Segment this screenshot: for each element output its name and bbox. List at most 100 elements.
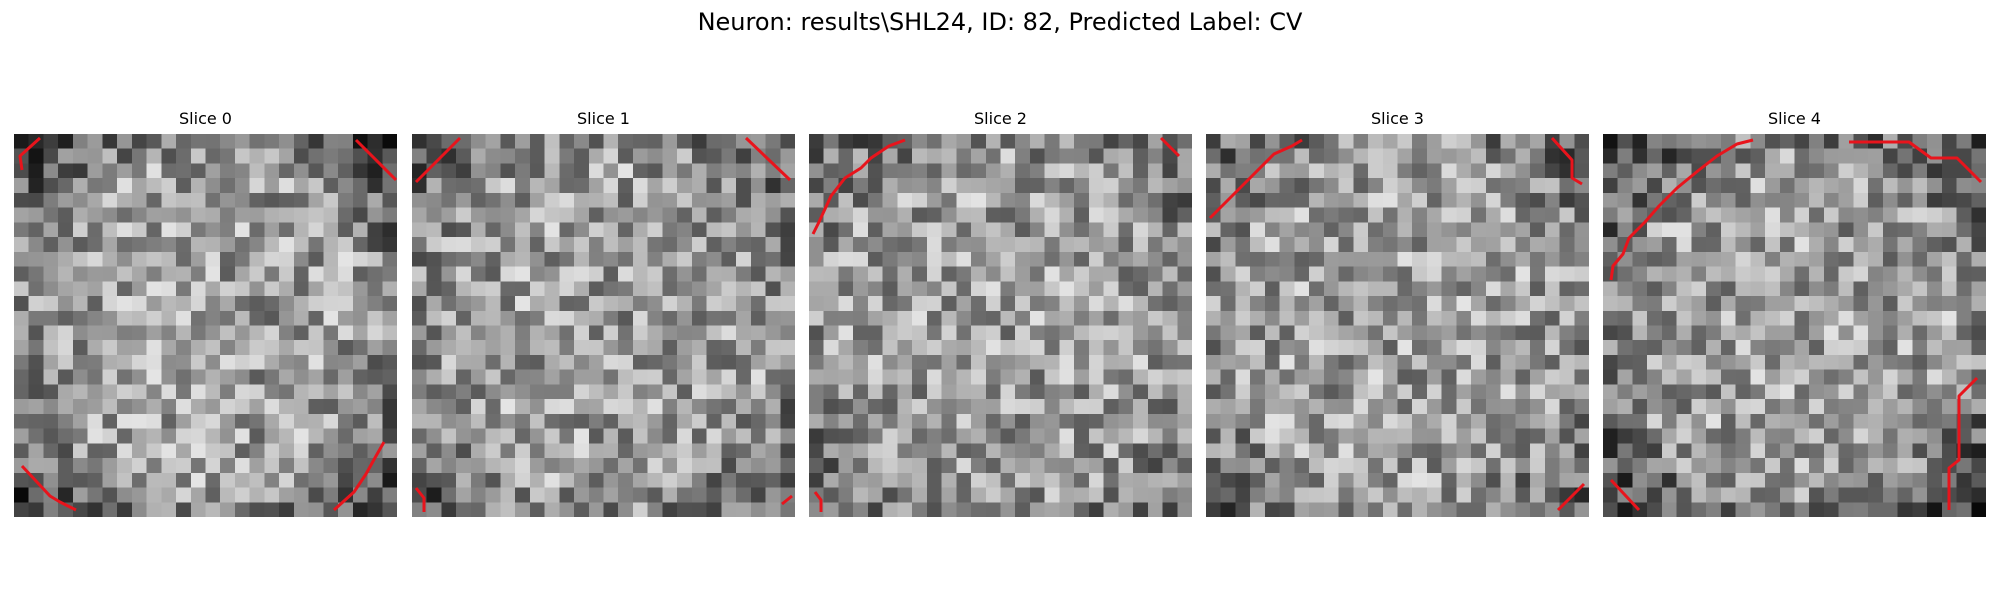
image-pixel (1338, 192, 1354, 209)
image-pixel (706, 384, 722, 400)
image-pixel (146, 134, 162, 150)
image-pixel (102, 266, 118, 282)
image-pixel (1074, 163, 1090, 179)
image-pixel (412, 354, 428, 371)
image-pixel (1074, 487, 1090, 503)
image-pixel (780, 413, 795, 430)
image-pixel (14, 192, 30, 209)
image-pixel (308, 502, 324, 517)
image-pixel (1412, 443, 1428, 459)
image-pixel (1750, 428, 1766, 444)
image-pixel (1809, 237, 1825, 253)
image-pixel (1103, 487, 1119, 503)
image-pixel (1882, 296, 1899, 312)
image-pixel (220, 354, 236, 371)
image-pixel (279, 251, 295, 268)
image-pixel (1309, 413, 1325, 430)
image-pixel (750, 134, 767, 150)
image-pixel (1147, 458, 1164, 474)
image-pixel (1574, 428, 1589, 444)
image-pixel (1544, 163, 1561, 179)
image-pixel (58, 281, 74, 297)
image-pixel (1794, 222, 1810, 238)
image-pixel (529, 237, 546, 253)
image-pixel (1603, 251, 1619, 268)
image-pixel (1177, 399, 1192, 415)
image-pixel (190, 251, 207, 268)
image-pixel (706, 369, 722, 386)
image-pixel (838, 325, 854, 341)
image-pixel (1647, 325, 1663, 341)
image-pixel (426, 399, 443, 415)
image-pixel (1441, 354, 1458, 371)
image-pixel (234, 472, 251, 489)
image-pixel (1809, 192, 1825, 209)
image-pixel (588, 340, 605, 356)
image-pixel (1397, 472, 1413, 489)
image-pixel (1088, 502, 1105, 517)
image-pixel (765, 325, 781, 341)
image-pixel (677, 325, 693, 341)
image-pixel (14, 354, 30, 371)
image-pixel (1750, 251, 1766, 268)
image-pixel (1500, 487, 1516, 503)
image-pixel (603, 178, 619, 194)
image-pixel (338, 472, 354, 489)
image-pixel (1632, 163, 1648, 179)
image-pixel (1927, 384, 1943, 400)
image-pixel (1206, 399, 1222, 415)
image-pixel (367, 443, 383, 459)
image-pixel (1059, 369, 1075, 386)
image-pixel (1897, 458, 1913, 474)
image-pixel (1809, 399, 1825, 415)
image-pixel (897, 502, 913, 517)
image-pixel (28, 428, 45, 444)
image-pixel (500, 266, 516, 282)
image-pixel (1559, 134, 1575, 150)
image-pixel (985, 192, 1002, 209)
image-pixel (603, 237, 619, 253)
image-pixel (574, 148, 590, 165)
image-pixel (1426, 487, 1443, 503)
image-pixel (1927, 458, 1943, 474)
image-pixel (234, 399, 251, 415)
image-pixel (1309, 428, 1325, 444)
image-pixel (176, 163, 192, 179)
image-pixel (1220, 443, 1237, 459)
image-pixel (721, 458, 737, 474)
image-pixel (647, 428, 664, 444)
image-pixel (1838, 413, 1855, 430)
image-pixel (161, 163, 177, 179)
image-pixel (809, 296, 825, 312)
image-pixel (1044, 148, 1061, 165)
image-pixel (588, 266, 605, 282)
image-pixel (882, 281, 898, 297)
image-pixel (1574, 163, 1589, 179)
image-pixel (706, 266, 722, 282)
image-pixel (1456, 413, 1472, 430)
image-pixel (1059, 502, 1075, 517)
image-pixel (146, 502, 162, 517)
image-pixel (1059, 399, 1075, 415)
image-pixel (264, 281, 280, 297)
image-pixel (1133, 237, 1149, 253)
image-pixel (1397, 222, 1413, 238)
image-pixel (1530, 428, 1546, 444)
image-pixel (632, 134, 649, 150)
image-pixel (131, 192, 148, 209)
image-pixel (1868, 148, 1884, 165)
image-pixel (588, 472, 605, 489)
image-pixel (367, 487, 383, 503)
image-pixel (1412, 251, 1428, 268)
image-pixel (1574, 384, 1589, 400)
image-pixel (941, 207, 957, 223)
image-pixel (838, 428, 854, 444)
image-pixel (382, 237, 397, 253)
image-pixel (1133, 384, 1149, 400)
image-pixel (1471, 413, 1487, 430)
image-pixel (1118, 340, 1134, 356)
image-pixel (1382, 472, 1399, 489)
image-pixel (1779, 487, 1796, 503)
image-pixel (1353, 472, 1369, 489)
image-pixel (102, 384, 118, 400)
